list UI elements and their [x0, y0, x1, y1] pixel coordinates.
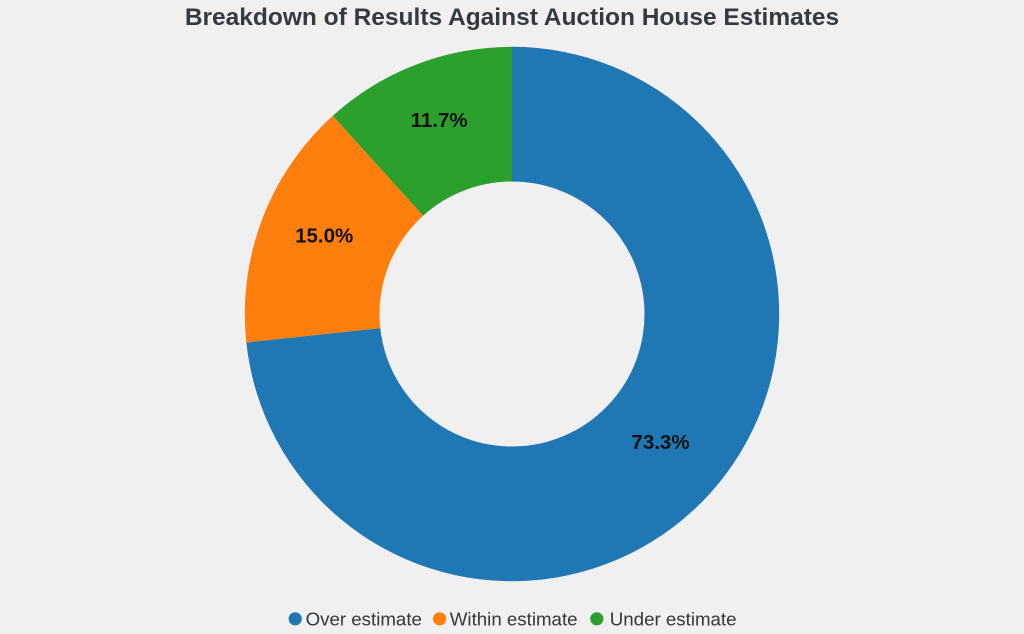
svg-text:Within estimate: Within estimate — [450, 608, 578, 629]
svg-text:15.0%: 15.0% — [295, 225, 353, 248]
svg-text:Under estimate: Under estimate — [610, 608, 737, 629]
svg-text:Breakdown of Results Against A: Breakdown of Results Against Auction Hou… — [185, 4, 839, 31]
svg-text:11.7%: 11.7% — [411, 109, 468, 132]
svg-text:73.3%: 73.3% — [631, 431, 689, 454]
svg-text:Over estimate: Over estimate — [306, 608, 422, 629]
